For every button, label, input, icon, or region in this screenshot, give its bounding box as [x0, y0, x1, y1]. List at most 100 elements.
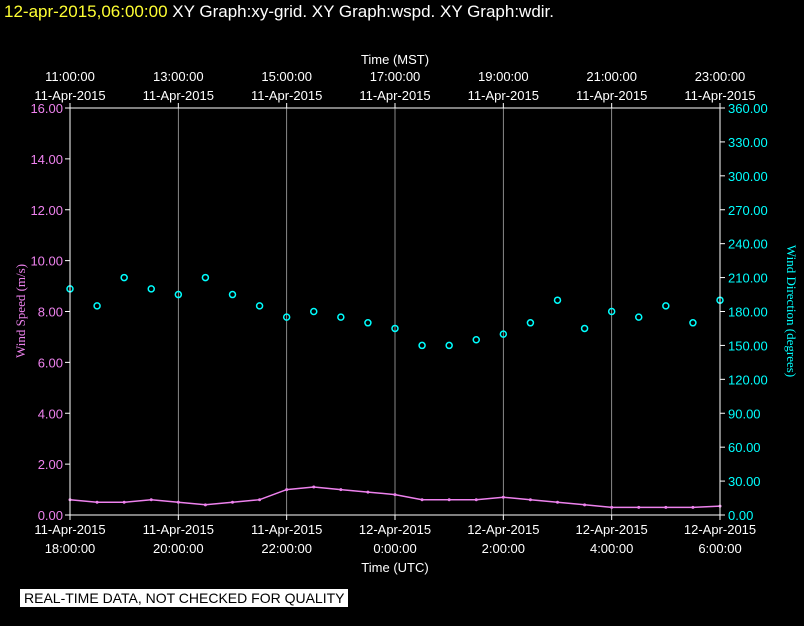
wind-direction-point: [499, 330, 508, 338]
bottom-tick-time: 2:00:00: [482, 541, 525, 556]
wind-speed-point: [203, 503, 207, 507]
left-tick-label: 10.00: [30, 254, 63, 269]
wind-speed-point: [366, 490, 370, 494]
wind-direction-point: [255, 302, 264, 310]
wind-speed-point: [393, 493, 397, 497]
wind-speed-point: [474, 498, 478, 502]
grid-layer: [177, 108, 613, 515]
wind-direction-point: [93, 302, 101, 310]
bottom-tick-time: 18:00:00: [45, 541, 96, 556]
wind-direction-point: [580, 324, 589, 333]
wind-direction-point: [364, 319, 372, 327]
wind-direction-point: [635, 313, 643, 321]
wind-speed-point: [122, 500, 126, 504]
wind-speed-point: [610, 505, 614, 509]
bottom-tick-date: 12-Apr-2015: [467, 522, 539, 537]
left-tick-label: 2.00: [38, 457, 63, 472]
wind-speed-point: [420, 498, 424, 502]
wind-direction-series: [66, 273, 724, 350]
wind-direction-point: [607, 307, 616, 316]
wind-speed-point: [556, 500, 559, 504]
left-tick-label: 8.00: [38, 305, 63, 320]
wind-direction-point: [553, 296, 562, 304]
right-tick-label: 120.00: [728, 372, 768, 387]
bottom-tick-date: 11-Apr-2015: [251, 522, 322, 537]
wind-speed-point: [149, 498, 153, 502]
wind-speed-point: [637, 505, 641, 509]
chart-header: 12-apr-2015,06:00:00 XY Graph:xy-grid. X…: [4, 2, 554, 22]
wind-direction-point: [662, 302, 670, 310]
left-tick-label: 6.00: [38, 355, 63, 370]
right-tick-label: 210.00: [728, 271, 768, 286]
wind-speed-point: [691, 505, 695, 509]
top-tick-time: 15:00:00: [261, 69, 312, 84]
bottom-tick-time: 22:00:00: [261, 541, 312, 556]
wind-speed-point: [231, 500, 234, 504]
bottom-tick-date: 12-Apr-2015: [359, 522, 431, 537]
right-tick-label: 180.00: [728, 305, 768, 320]
right-tick-label: 90.00: [728, 406, 761, 421]
wind-speed-point: [528, 498, 532, 502]
left-tick-label: 0.00: [38, 508, 63, 523]
wind-direction-point: [228, 290, 237, 299]
wind-direction-point: [120, 273, 128, 282]
wind-direction-point: [472, 336, 480, 344]
bottom-tick-date: 11-Apr-2015: [143, 522, 214, 537]
wind-speed-point: [501, 495, 505, 499]
top-tick-date: 11-Apr-2015: [143, 88, 214, 103]
wind-speed-point: [95, 500, 99, 504]
wind-direction-point: [337, 313, 345, 321]
bottom-tick-date: 12-Apr-2015: [576, 522, 648, 537]
bottom-tick-time: 20:00:00: [153, 541, 204, 556]
right-tick-label: 330.00: [728, 135, 768, 150]
wind-direction-point: [201, 273, 210, 282]
wind-speed-point: [285, 488, 289, 492]
left-tick-label: 4.00: [38, 406, 63, 421]
top-tick-time: 21:00:00: [586, 69, 637, 84]
bottom-tick-time: 6:00:00: [698, 541, 741, 556]
wind-speed-point: [339, 488, 343, 492]
bottom-tick-time: 4:00:00: [590, 541, 633, 556]
right-tick-label: 360.00: [728, 101, 768, 116]
quality-warning: REAL-TIME DATA, NOT CHECKED FOR QUALITY: [20, 589, 349, 607]
right-axis-label: Wind Direction (degrees): [784, 245, 799, 377]
top-tick-date: 11-Apr-2015: [251, 88, 322, 103]
wind-direction-point: [418, 341, 426, 350]
top-tick-date: 11-Apr-2015: [468, 88, 539, 103]
bottom-tick-time: 0:00:00: [373, 541, 416, 556]
left-axis-label: Wind Speed (m/s): [13, 264, 28, 358]
top-tick-date: 11-Apr-2015: [684, 88, 755, 103]
left-tick-label: 12.00: [30, 203, 63, 218]
right-tick-label: 150.00: [728, 338, 768, 353]
left-tick-label: 14.00: [30, 152, 63, 167]
wind-direction-point: [282, 313, 291, 321]
wind-speed-point: [258, 498, 262, 502]
wind-direction-point: [526, 319, 535, 327]
top-tick-date: 11-Apr-2015: [34, 88, 105, 103]
wind-direction-point: [147, 285, 155, 293]
wind-speed-point: [583, 503, 587, 507]
top-tick-date: 11-Apr-2015: [359, 88, 430, 103]
wind-speed-series: [68, 485, 722, 509]
right-tick-label: 60.00: [728, 440, 761, 455]
header-graph-list: XY Graph:xy-grid. XY Graph:wspd. XY Grap…: [172, 2, 555, 21]
wind-direction-point: [174, 290, 183, 299]
right-tick-label: 240.00: [728, 237, 768, 252]
right-tick-label: 300.00: [728, 169, 768, 184]
right-tick-label: 0.00: [728, 508, 753, 523]
wind-direction-point: [391, 324, 399, 333]
top-tick-time: 23:00:00: [695, 69, 746, 84]
wind-speed-point: [176, 500, 180, 504]
wind-direction-point: [445, 341, 453, 350]
bottom-axis-label: Time (UTC): [361, 560, 428, 575]
right-tick-label: 270.00: [728, 203, 768, 218]
top-tick-time: 11:00:00: [45, 69, 95, 84]
axes-layer: 11:00:00 11-Apr-2015 11-Apr-2015 18:00:00 13…: [30, 69, 767, 556]
top-axis-label: Time (MST): [361, 52, 429, 67]
header-timestamp: 12-apr-2015,06:00:00: [4, 2, 168, 21]
wind-speed-point: [664, 505, 668, 509]
wind-direction-point: [689, 319, 697, 327]
top-tick-date: 11-Apr-2015: [576, 88, 647, 103]
top-tick-time: 17:00:00: [370, 69, 421, 84]
